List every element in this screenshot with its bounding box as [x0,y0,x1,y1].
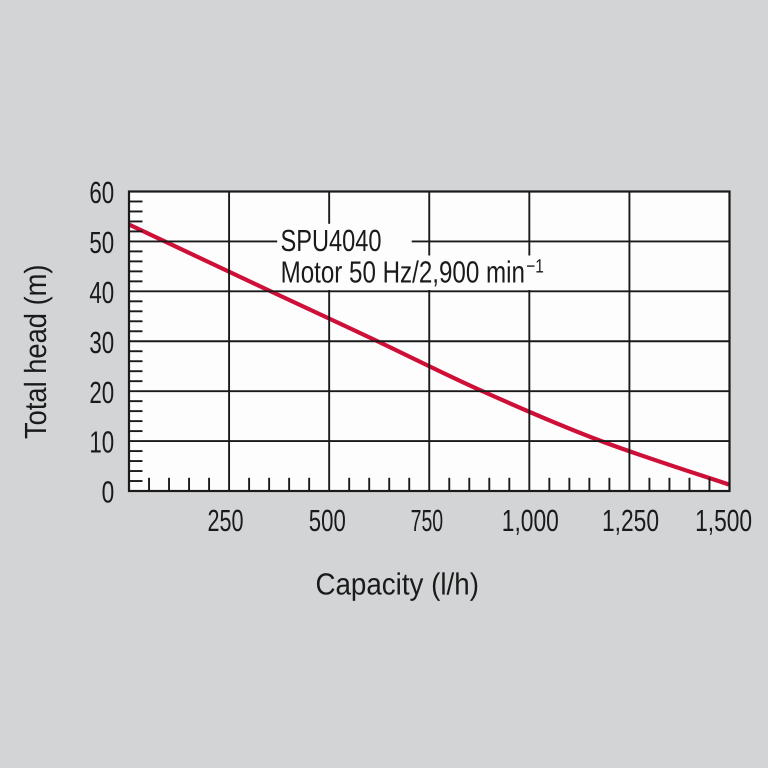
svg-text:10: 10 [89,426,114,460]
svg-text:20: 20 [89,376,114,410]
svg-text:250: 250 [208,504,244,538]
svg-text:60: 60 [89,176,114,210]
svg-text:Capacity (l/h): Capacity (l/h) [315,568,479,602]
svg-text:30: 30 [89,326,114,360]
svg-text:Total head (m): Total head (m) [19,265,53,440]
svg-text:500: 500 [309,504,346,538]
svg-text:1,250: 1,250 [602,504,659,538]
svg-text:0: 0 [102,476,115,510]
svg-text:40: 40 [89,276,114,310]
svg-text:1,500: 1,500 [695,504,752,538]
svg-text:1,000: 1,000 [502,504,559,538]
svg-text:750: 750 [411,504,444,538]
svg-text:SPU4040: SPU4040 [281,224,382,258]
svg-text:Motor 50 Hz/2,900 min: Motor 50 Hz/2,900 min [281,255,525,289]
svg-text:50: 50 [89,226,114,260]
svg-text:−1: −1 [526,257,544,278]
